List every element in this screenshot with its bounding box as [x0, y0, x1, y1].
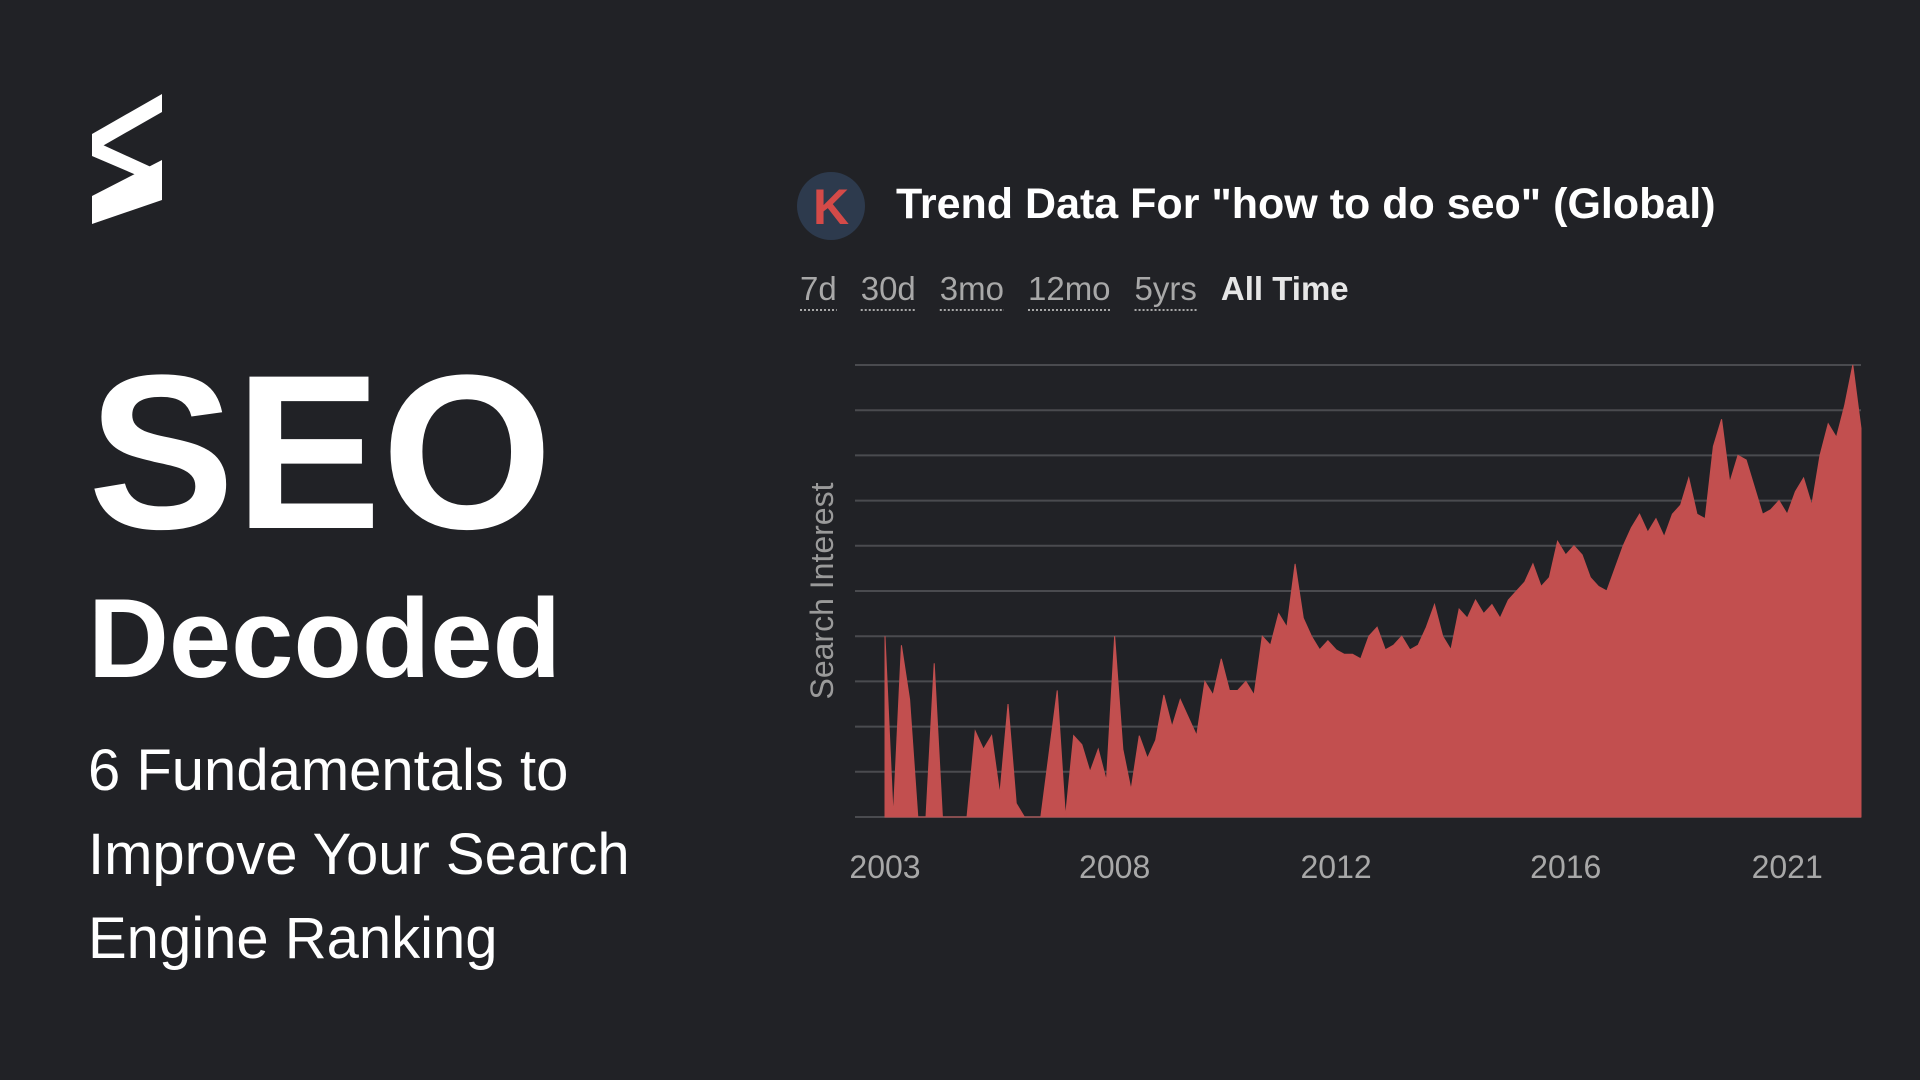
range-tab[interactable]: 7d	[800, 270, 837, 307]
range-tab[interactable]: All Time	[1221, 270, 1349, 307]
x-tick-label: 2016	[1530, 849, 1601, 885]
chart-title: Trend Data For "how to do seo" (Global)	[896, 180, 1716, 228]
area	[884, 364, 1862, 818]
headline-line: Engine Ranking	[88, 906, 498, 971]
x-tick-label: 2008	[1079, 849, 1150, 885]
range-tab[interactable]: 30d	[861, 270, 916, 307]
brand-logo	[92, 94, 162, 224]
range-tab[interactable]: 12mo	[1028, 270, 1111, 307]
x-tick-label: 2012	[1300, 849, 1371, 885]
range-tab[interactable]: 5yrs	[1135, 270, 1197, 307]
badge-letter: K	[813, 179, 849, 235]
badge	[797, 172, 865, 240]
x-tick-label: 2021	[1752, 849, 1823, 885]
headline-subtitle: Decoded	[88, 576, 561, 701]
range-tab[interactable]: 3mo	[940, 270, 1004, 307]
headline-title: SEO	[88, 329, 553, 575]
y-axis-label: Search Interest	[804, 482, 840, 699]
headline-line: Improve Your Search	[88, 822, 630, 887]
x-tick-label: 2003	[849, 849, 920, 885]
headline-line: 6 Fundamentals to	[88, 738, 568, 803]
